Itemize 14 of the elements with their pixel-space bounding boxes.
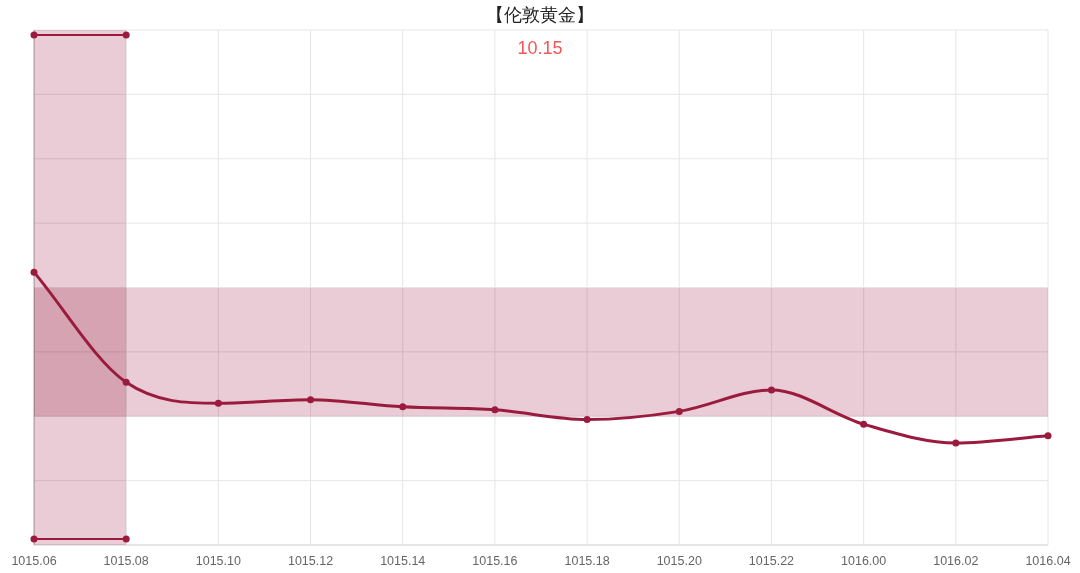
- x-tick-label: 1016.02: [933, 554, 979, 568]
- subtitle: 10.15: [517, 38, 563, 58]
- x-tick-label: 1016.00: [841, 554, 887, 568]
- x-tick-label: 1015.12: [287, 554, 334, 568]
- x-tick-label: 1015.06: [11, 554, 57, 568]
- x-tick-label: 1015.22: [748, 554, 795, 568]
- x-tick-label: 1015.18: [564, 554, 610, 568]
- x-tick-label: 1015.20: [656, 554, 702, 568]
- x-tick-label: 1015.14: [380, 554, 426, 568]
- title: 【伦敦黄金】: [486, 5, 594, 25]
- x-tick-label: 1016.04: [1025, 554, 1071, 568]
- x-tick-label: 1015.10: [195, 554, 241, 568]
- x-tick-label: 1015.08: [103, 554, 149, 568]
- x-tick-label: 1015.16: [472, 554, 518, 568]
